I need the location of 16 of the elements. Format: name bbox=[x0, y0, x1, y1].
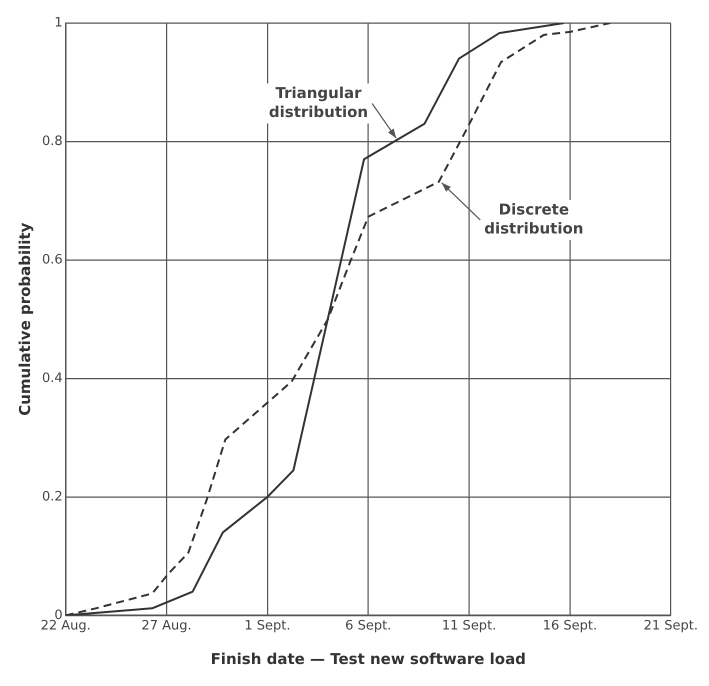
x-tick-label: 22 Aug. bbox=[40, 618, 91, 634]
x-tick-label: 1 Sept. bbox=[244, 618, 290, 634]
y-axis-title: Cumulative probability bbox=[16, 222, 34, 416]
y-tick-label: 0.6 bbox=[42, 252, 63, 268]
x-axis-title: Finish date — Test new software load bbox=[210, 650, 526, 668]
x-tick-label: 6 Sept. bbox=[345, 618, 392, 634]
x-tick-label: 16 Sept. bbox=[542, 618, 598, 634]
y-tick-label: 0.2 bbox=[42, 489, 63, 504]
y-tick-label: 1 bbox=[54, 15, 63, 30]
y-tick-label: 0.4 bbox=[42, 370, 63, 386]
y-tick-label: 0.8 bbox=[42, 134, 63, 149]
x-tick-label: 21 Sept. bbox=[644, 618, 698, 634]
annotation: Discrete distribution bbox=[484, 200, 584, 238]
x-tick-label: 27 Aug. bbox=[141, 618, 192, 634]
x-tick-label: 11 Sept. bbox=[442, 618, 496, 634]
annotation: Triangular distribution bbox=[268, 84, 368, 121]
